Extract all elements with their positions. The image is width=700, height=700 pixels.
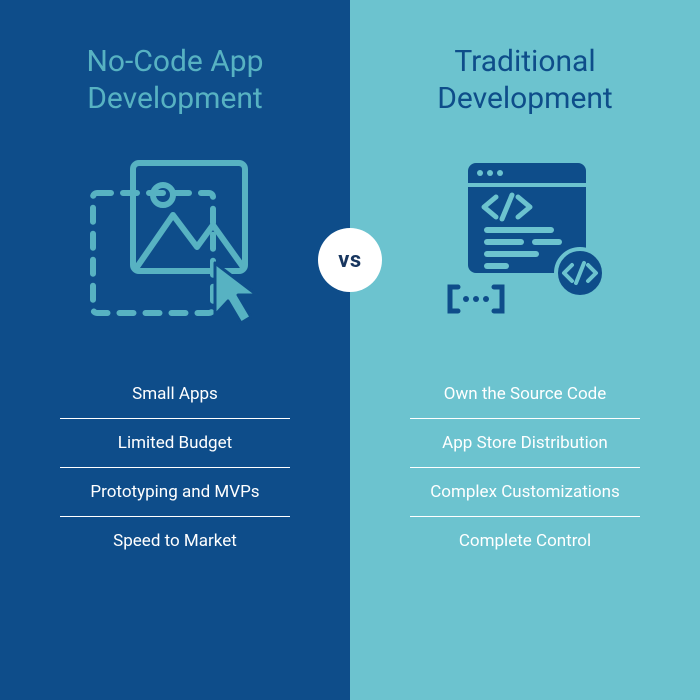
right-feature-item: Complete Control <box>410 516 640 565</box>
left-icon-slot <box>85 150 265 330</box>
comparison-infographic: No-Code App Development <box>0 0 700 700</box>
right-panel: Traditional Development <box>350 0 700 700</box>
right-title: Traditional Development <box>380 40 670 120</box>
left-feature-item: Speed to Market <box>60 516 290 565</box>
left-title: No-Code App Development <box>30 40 320 120</box>
left-feature-item: Small Apps <box>60 370 290 418</box>
right-feature-item: App Store Distribution <box>410 418 640 467</box>
right-features: Own the Source Code App Store Distributi… <box>380 370 670 565</box>
image-with-cursor-dashed-icon <box>85 155 265 325</box>
left-features: Small Apps Limited Budget Prototyping an… <box>30 370 320 565</box>
right-feature-item: Own the Source Code <box>410 370 640 418</box>
left-feature-item: Limited Budget <box>60 418 290 467</box>
code-window-icon <box>440 155 610 325</box>
left-panel: No-Code App Development <box>0 0 350 700</box>
right-icon-slot <box>440 150 610 330</box>
right-feature-item: Complex Customizations <box>410 467 640 516</box>
left-feature-item: Prototyping and MVPs <box>60 467 290 516</box>
vs-badge: vs <box>318 228 382 292</box>
